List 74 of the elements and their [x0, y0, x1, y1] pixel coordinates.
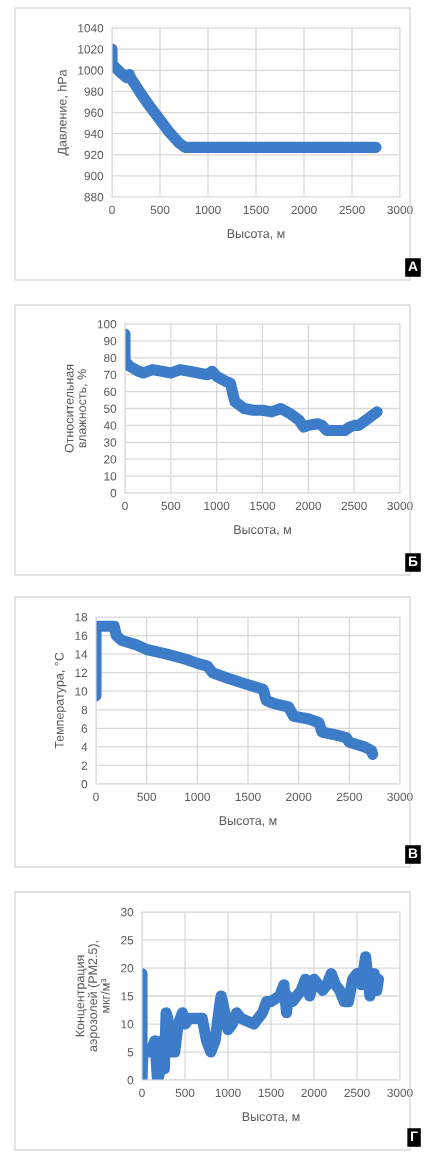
y-tick-label: 10 [121, 1020, 134, 1029]
x-axis-title: Высота, м [234, 525, 291, 536]
x-tick-label: 1500 [250, 501, 276, 510]
text: Б [408, 556, 418, 567]
y-axis-title: Давление, hPa [57, 69, 69, 156]
x-axis-title: Высота, м [219, 816, 277, 827]
y-tick-label: 940 [84, 129, 104, 139]
y-tick-label: 70 [104, 370, 117, 380]
y-tick-label: 880 [84, 193, 104, 202]
x-tick-label: 1500 [243, 205, 269, 214]
x-tick-label: 1500 [235, 792, 261, 801]
x-tick-label: 0 [139, 1088, 145, 1097]
y-tick-label: 12 [75, 668, 88, 677]
x-tick-label: 2000 [301, 1088, 327, 1097]
y-tick-label: 30 [103, 438, 117, 447]
y-tick-label: 1000 [78, 66, 104, 75]
x-tick-label: 1500 [258, 1088, 284, 1097]
x-tick-label: 2000 [291, 205, 317, 214]
x-tick-label: 500 [150, 205, 170, 214]
x-axis-title: Высота, м [227, 229, 285, 240]
y-tick-label: 25 [121, 936, 134, 945]
x-tick-label: 1000 [185, 792, 210, 801]
x-tick-label: 1000 [204, 501, 230, 510]
y-tick-label: 960 [84, 108, 104, 117]
x-tick-label: 3000 [387, 792, 413, 801]
x-tick-label: 3000 [387, 501, 413, 510]
x-tick-label: 3000 [387, 205, 413, 214]
x-tick-label: 2500 [339, 205, 365, 214]
y-tick-label: 100 [97, 320, 117, 329]
y-tick-label: 16 [75, 631, 88, 640]
y-tick-label: 15 [121, 992, 134, 1001]
text: Г [411, 1131, 418, 1142]
y-tick-label: 0 [81, 780, 88, 789]
y-tick-label: 0 [127, 1076, 134, 1085]
x-tick-label: 500 [161, 501, 181, 510]
y-tick-label: 20 [121, 964, 134, 973]
y-tick-label: 10 [104, 472, 117, 481]
y-axis-title: Относительная влажность, % [64, 364, 88, 453]
x-tick-label: 2000 [295, 501, 321, 510]
y-tick-label: 5 [127, 1048, 134, 1057]
y-tick-label: 20 [104, 455, 117, 464]
y-tick-label: 1020 [78, 45, 104, 54]
x-tick-label: 1000 [195, 205, 221, 214]
y-tick-label: 1040 [78, 24, 104, 33]
x-axis-title: Высота, м [242, 1112, 300, 1123]
y-tick-label: 920 [84, 150, 104, 160]
y-tick-label: 8 [81, 705, 88, 715]
y-tick-label: 980 [84, 87, 104, 96]
x-tick-label: 3000 [387, 1088, 413, 1097]
y-tick-label: 40 [103, 421, 117, 430]
text: А [408, 261, 418, 272]
x-tick-label: 500 [137, 792, 157, 801]
x-tick-label: 2500 [336, 792, 362, 801]
y-tick-label: 2 [81, 761, 88, 770]
y-tick-label: 50 [104, 404, 117, 413]
y-axis-title: Концентрация аэрозолей (PM2.5), мкг/м³ [75, 941, 110, 1052]
y-tick-label: 14 [75, 650, 88, 659]
y-tick-label: 6 [81, 724, 88, 733]
y-axis-title: Температура, °C [54, 652, 67, 749]
x-tick-label: 2500 [341, 501, 367, 510]
y-tick-label: 10 [75, 687, 88, 696]
x-tick-label: 2000 [286, 792, 312, 801]
y-tick-label: 80 [104, 353, 117, 363]
x-tick-label: 500 [175, 1088, 195, 1097]
y-tick-label: 0 [110, 489, 117, 498]
y-tick-label: 60 [104, 387, 117, 396]
y-tick-label: 900 [84, 171, 104, 181]
y-tick-label: 90 [104, 336, 117, 346]
x-tick-label: 2500 [344, 1088, 370, 1097]
y-tick-label: 4 [81, 743, 88, 752]
text: В [408, 848, 418, 859]
x-tick-label: 1000 [215, 1088, 241, 1097]
y-tick-label: 30 [120, 908, 134, 917]
y-tick-label: 18 [75, 613, 88, 622]
